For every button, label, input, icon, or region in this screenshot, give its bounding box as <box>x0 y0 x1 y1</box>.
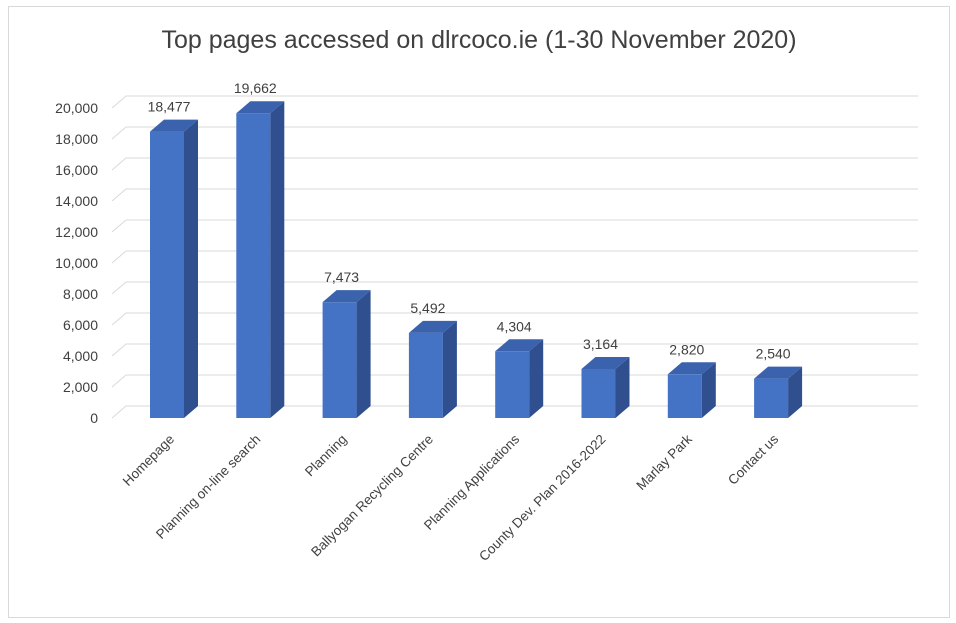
bar <box>150 119 198 418</box>
bar-front <box>322 302 357 418</box>
bar-side <box>701 362 716 418</box>
bar <box>408 320 457 418</box>
data-label: 4,304 <box>497 318 532 334</box>
bar-top <box>408 320 457 333</box>
gridline-depth <box>111 188 127 202</box>
y-tick-label: 0 <box>90 410 98 426</box>
gridline-depth <box>111 157 127 171</box>
bar-side <box>270 101 285 418</box>
bar <box>667 362 716 418</box>
bar-front <box>236 113 271 418</box>
bar-front <box>495 351 530 418</box>
y-tick-label: 16,000 <box>55 162 98 178</box>
x-category-label: Homepage <box>120 432 177 489</box>
data-label: 2,820 <box>669 341 704 357</box>
bar-side <box>615 356 630 418</box>
bar-side <box>442 320 457 418</box>
y-tick-label: 14,000 <box>55 193 98 209</box>
bar-side <box>529 339 544 418</box>
x-category-label: Planning Applications <box>421 431 523 533</box>
bar-front <box>581 368 616 418</box>
bar-top <box>150 119 198 132</box>
bar-top <box>495 339 544 352</box>
gridline-depth <box>111 281 127 295</box>
bar-side <box>356 290 371 418</box>
bar-front <box>150 131 184 418</box>
bar <box>754 366 803 418</box>
y-tick-label: 12,000 <box>55 224 98 240</box>
x-category-label: Marlay Park <box>633 431 695 493</box>
gridline-depth <box>111 343 127 357</box>
bar-top <box>754 366 803 379</box>
bars <box>150 101 803 418</box>
bar <box>236 101 285 418</box>
bar-front <box>408 332 443 418</box>
y-tick-label: 4,000 <box>63 348 98 364</box>
x-category-label: Planning <box>302 432 350 480</box>
data-label: 5,492 <box>410 300 445 316</box>
bar-side <box>788 366 803 418</box>
y-tick-label: 20,000 <box>55 100 98 116</box>
data-label: 2,540 <box>756 346 791 362</box>
gridline-depth <box>111 219 127 233</box>
y-tick-label: 8,000 <box>63 286 98 302</box>
bar <box>495 339 544 418</box>
bar-top <box>236 101 285 114</box>
gridline-depth <box>111 95 127 109</box>
y-tick-label: 2,000 <box>63 379 98 395</box>
gridline-depth <box>111 312 127 326</box>
data-label: 19,662 <box>234 80 277 96</box>
bar <box>581 356 630 418</box>
x-category-label: Contact us <box>725 431 781 487</box>
bar-top <box>322 290 371 303</box>
bar <box>322 290 371 418</box>
data-label: 3,164 <box>583 336 618 352</box>
y-axis-tick-labels: 0 2,000 4,000 6,000 8,000 10,000 12,000 14,000 1… <box>55 100 98 426</box>
data-labels: 18,477 19,662 7,473 5,492 4,304 3,164 2,820 2,5… <box>148 80 791 361</box>
data-label: 18,477 <box>148 99 191 115</box>
bar-top <box>667 362 716 375</box>
gridline-depth <box>111 250 127 264</box>
gridline-depth <box>111 405 127 419</box>
bar-top <box>581 356 630 369</box>
y-tick-label: 10,000 <box>55 255 98 271</box>
data-label: 7,473 <box>324 269 359 285</box>
y-tick-label: 18,000 <box>55 131 98 147</box>
gridline-depth <box>111 126 127 140</box>
bar-front <box>667 374 702 418</box>
chart-title: Top pages accessed on dlrcoco.ie (1-30 N… <box>161 26 797 54</box>
bar-side <box>184 119 198 418</box>
gridline-depth <box>111 374 127 388</box>
y-tick-label: 6,000 <box>63 317 98 333</box>
bar-front <box>754 378 789 418</box>
